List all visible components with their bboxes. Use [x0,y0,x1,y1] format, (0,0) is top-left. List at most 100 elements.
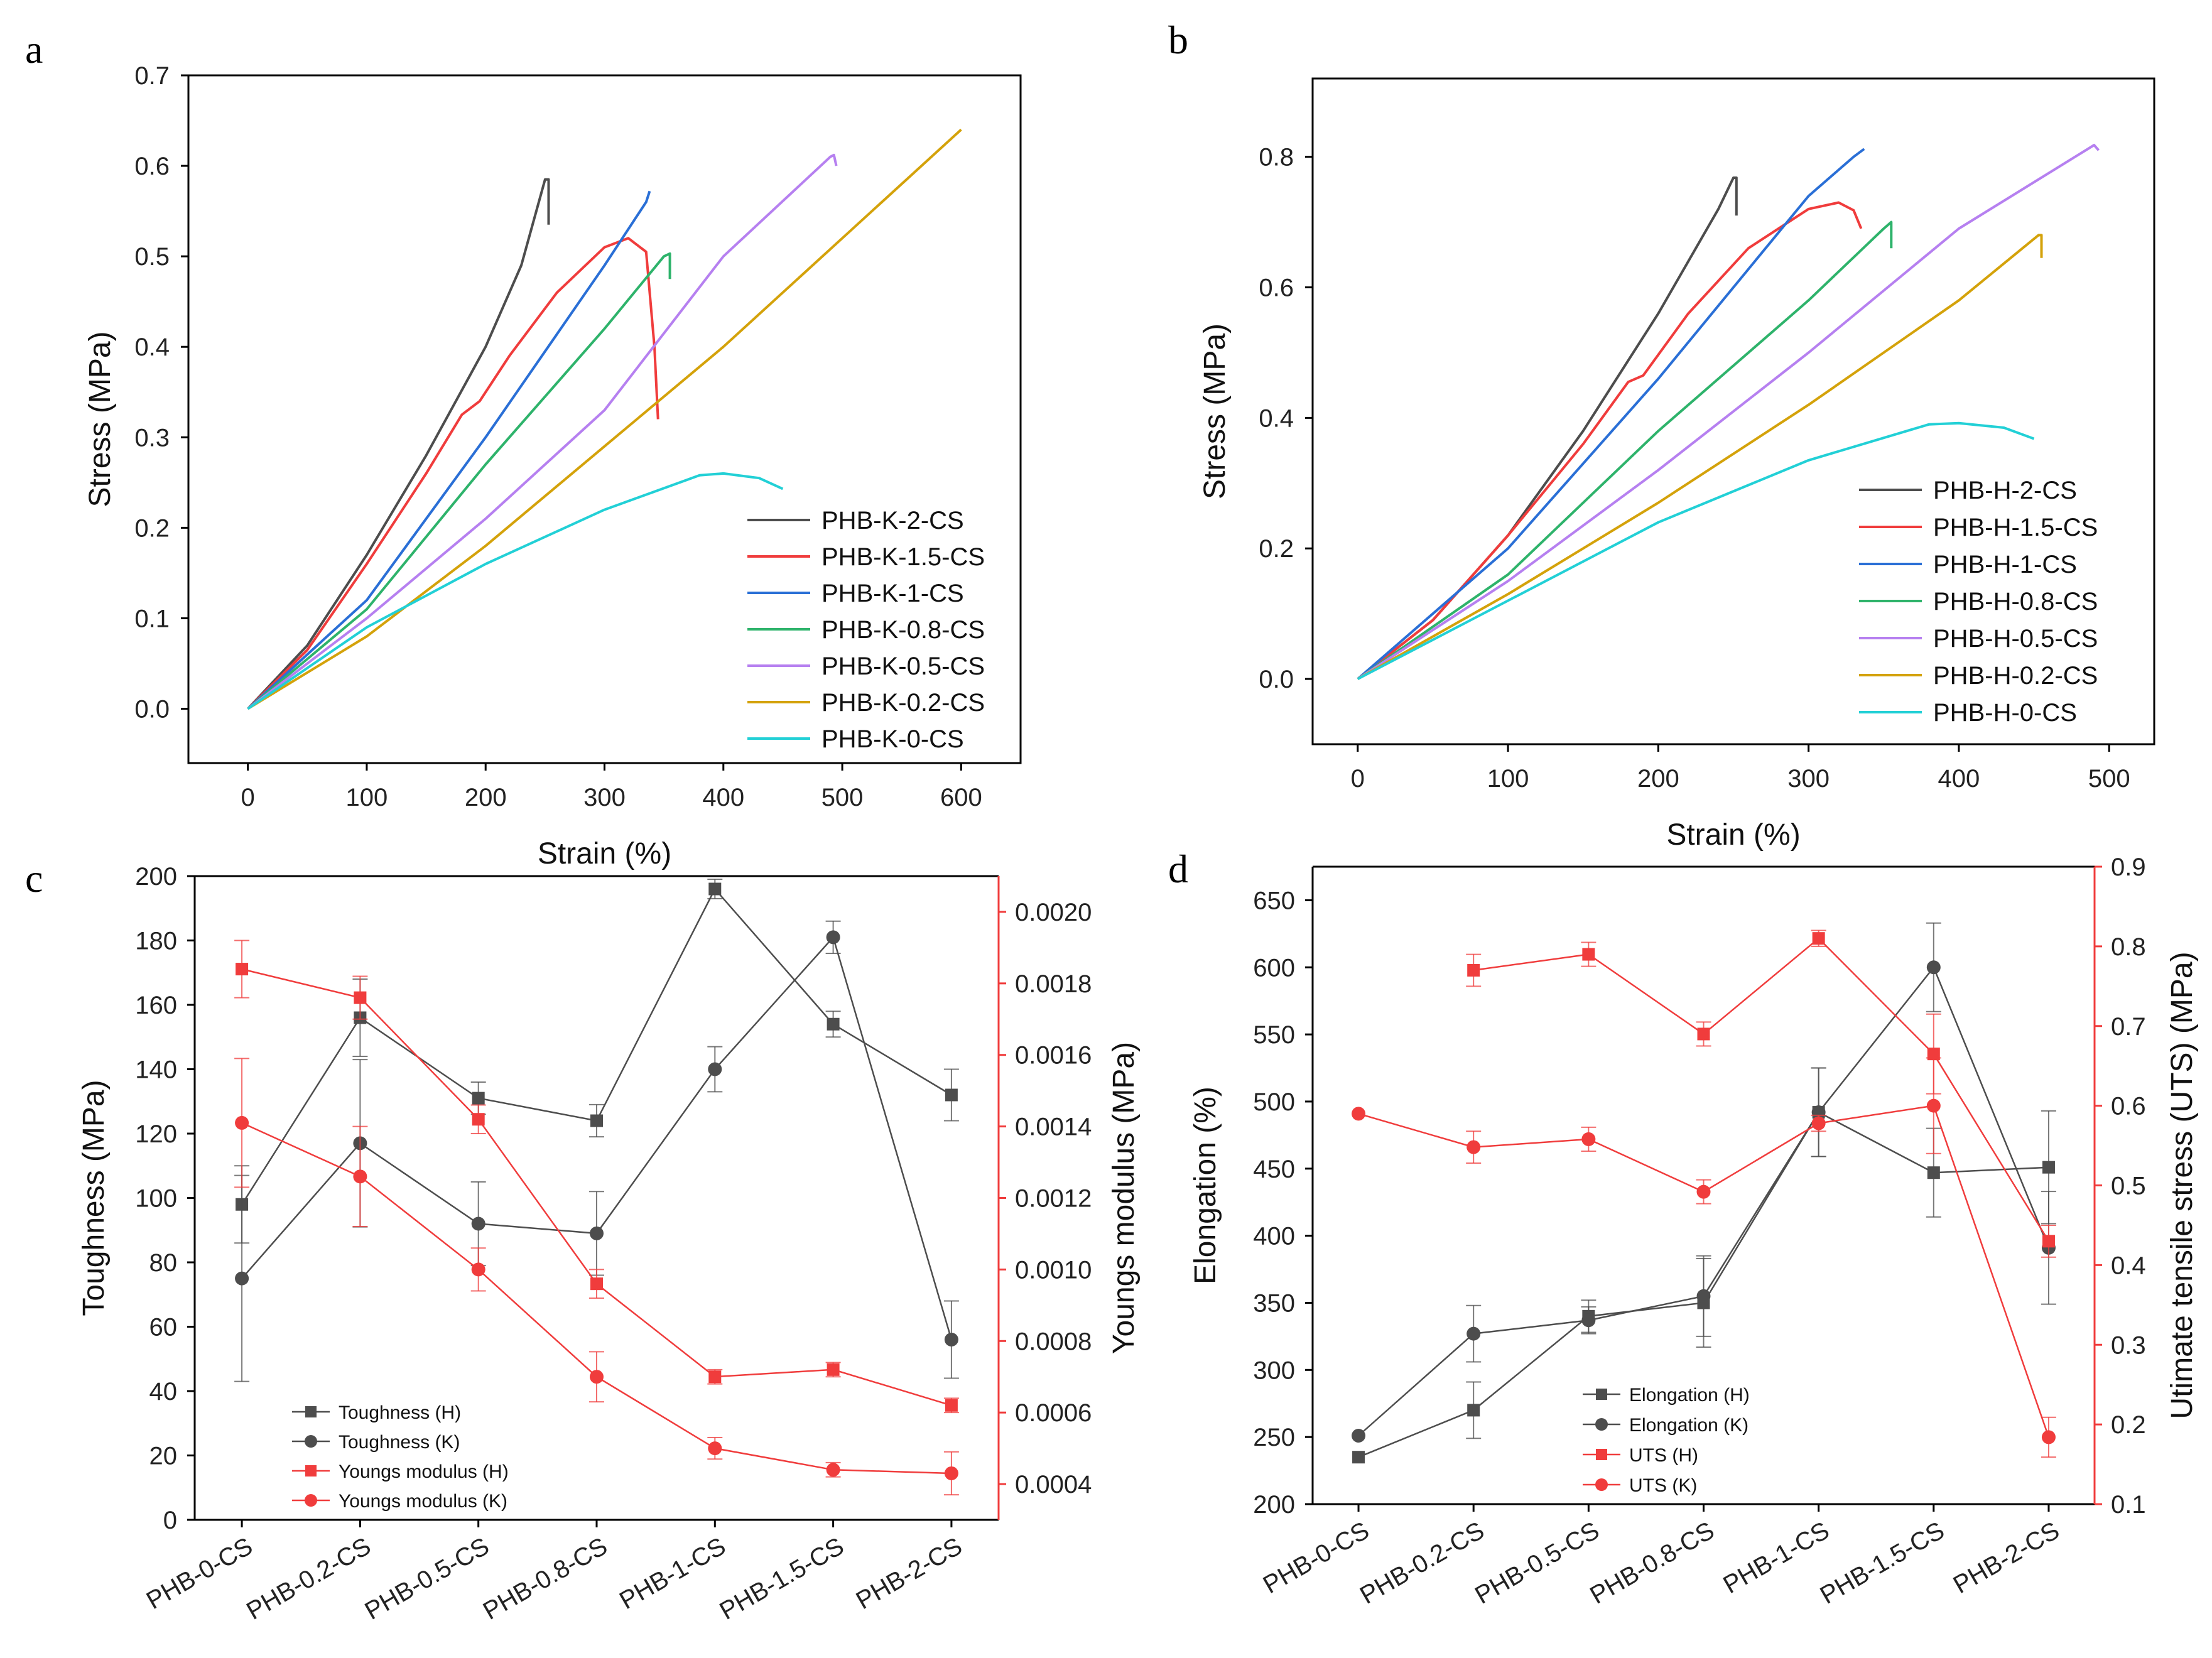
category-label: PHB-1-CS [615,1532,730,1615]
x-tick-label: 400 [1938,765,1980,793]
y-tick-label: 0.1 [134,605,170,632]
category-label: PHB-1.5-CS [1816,1517,1949,1610]
category-label: PHB-0.2-CS [242,1532,376,1625]
data-point [471,1216,485,1231]
data-point [235,1271,249,1286]
panel-letter: d [1168,847,1188,891]
data-point [1582,948,1595,961]
data-point [1467,963,1480,977]
y-tick-label: 0 [163,1507,177,1534]
series-line [1473,937,2050,1242]
series-UTS (H) [1466,929,2056,1258]
data-point [827,1017,840,1031]
series-line-PHB-H-0.5-CS [1357,144,2100,680]
data-point [472,1113,485,1126]
y-tick-label: 0.4 [1259,404,1294,432]
y-axis-title: Stress (MPa) [84,331,117,507]
data-point [590,1226,604,1240]
y-tick-label: 140 [135,1056,177,1084]
data-point [235,1115,249,1130]
series-line [241,968,952,1406]
panel-letter: a [25,27,43,72]
series-line-PHB-K-1-CS [247,190,651,710]
data-point [353,1169,367,1184]
legend-marker [305,1435,317,1448]
y-tick-label: 0.0 [1259,666,1294,693]
legend-label: PHB-K-0-CS [821,725,964,753]
category-label: PHB-0.2-CS [1355,1517,1489,1610]
legend-label: Toughness (K) [339,1432,460,1453]
series-line-PHB-H-1-CS [1357,148,1865,680]
legend-label: UTS (H) [1629,1445,1698,1466]
series-line-PHB-H-0-CS [1357,421,2035,680]
y2-tick-label: 0.8 [2111,933,2146,961]
series-line-PHB-K-0-CS [247,472,784,710]
x-tick-label: 300 [1787,765,1830,793]
data-point [1812,932,1825,945]
data-point [945,1088,958,1102]
data-point [944,1466,958,1480]
legend: PHB-H-2-CS PHB-H-1.5-CS PHB-H-1-CS PHB-H-0.… [1859,477,2098,727]
y2-tick-label: 0.4 [2111,1252,2146,1279]
category-label: PHB-2-CS [1949,1517,2064,1599]
data-point [472,1092,485,1105]
x-tick-label: 400 [702,784,744,811]
x-axis-title: Strain (%) [1666,818,1800,852]
legend-marker [305,1406,317,1417]
data-point [1467,1140,1481,1154]
y2-tick-label: 0.2 [2111,1411,2146,1439]
y-tick-label: 550 [1253,1021,1295,1049]
panel-a: a 0 100 200 300 400 500 600 0.0 0.1 0.2 0.3 0.4 0.5 0.… [25,27,1022,870]
y2-axis-title: Utimate tensile stress (UTS) (MPa) [2166,951,2199,1419]
x-tick-label: 0 [241,784,255,811]
x-tick-label: 0 [1351,765,1365,793]
data-point [1581,1313,1596,1328]
y-tick-label: 250 [1253,1424,1295,1451]
legend-label: PHB-H-1-CS [1933,551,2077,578]
y-tick-label: 0.2 [134,514,170,542]
y2-tick-label: 0.0010 [1015,1256,1092,1284]
data-point [826,1463,840,1477]
series-Youngs modulus (H) [234,940,959,1414]
legend-label: PHB-K-0.8-CS [821,616,985,644]
data-point [1927,1048,1940,1061]
y-axis-title: Stress (MPa) [1198,323,1232,499]
category-label: PHB-2-CS [852,1532,967,1615]
data-point [471,1262,485,1277]
y-tick-label: 650 [1253,887,1295,914]
y-tick-label: 0.5 [134,243,170,271]
y2-tick-label: 0.0014 [1015,1113,1092,1141]
y2-tick-label: 0.0016 [1015,1042,1092,1070]
series-UTS (K) [1352,1057,2056,1458]
y2-tick-label: 0.6 [2111,1093,2146,1120]
data-point [590,1114,603,1127]
legend-label: Toughness (H) [339,1402,461,1423]
series-line-PHB-K-0.5-CS [247,153,838,710]
y-axis-title: Elongation (%) [1189,1086,1222,1284]
y2-tick-label: 0.0012 [1015,1185,1092,1213]
y2-axis-title: Youngs modulus (MPa) [1107,1042,1141,1354]
y-tick-label: 300 [1253,1357,1295,1384]
x-tick-label: 200 [465,784,507,811]
y2-tick-label: 0.3 [2111,1331,2146,1359]
legend-label: PHB-H-0.5-CS [1933,625,2098,653]
data-point [1926,960,1941,975]
legend-marker [1595,1478,1608,1491]
data-point [2042,1161,2055,1174]
panel-c: c 0 20 40 60 80 100 120 140 160 180 200 0.0004 0.0006… [25,856,1141,1625]
series-Elongation (K) [1352,922,2056,1443]
data-point [1696,1289,1711,1303]
x-tick-label: 500 [2088,765,2130,793]
data-point [1696,1184,1711,1199]
y-tick-label: 100 [135,1185,177,1213]
legend-label: PHB-H-0-CS [1933,699,2077,727]
data-point [708,1062,722,1076]
data-point [1926,1098,1941,1113]
y-tick-label: 80 [149,1249,178,1277]
legend-label: PHB-H-2-CS [1933,477,2077,504]
y2-tick-label: 0.0020 [1015,899,1092,926]
x-tick-label: 100 [1487,765,1529,793]
data-point [708,882,722,896]
series-Toughness (K) [234,920,959,1382]
data-point [590,1370,604,1384]
